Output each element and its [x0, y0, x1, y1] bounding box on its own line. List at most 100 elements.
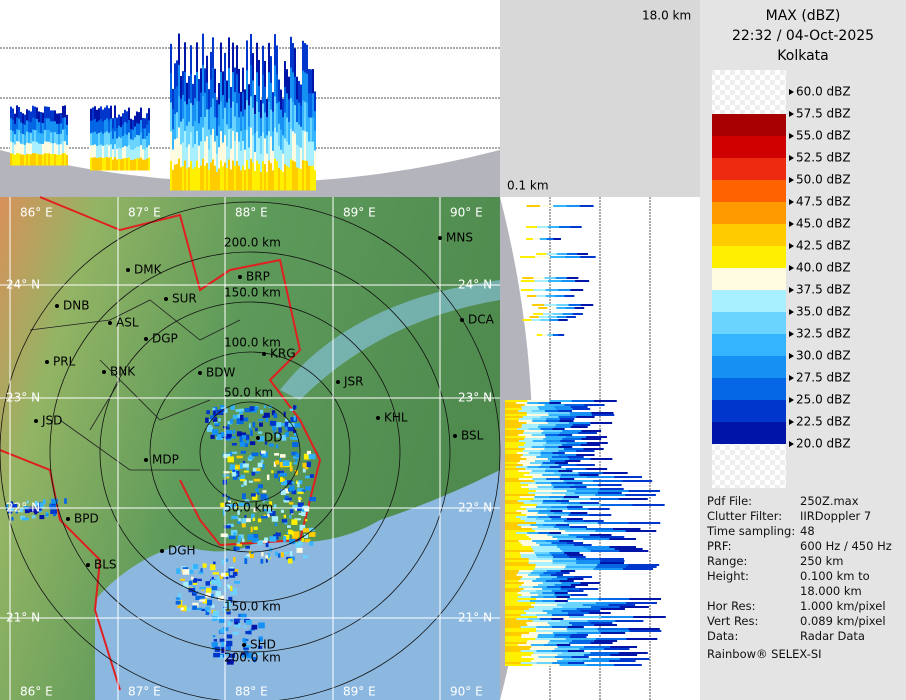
section-echo — [242, 67, 244, 93]
section-echo — [106, 157, 108, 171]
section-echo — [591, 658, 621, 660]
legend-swatch — [712, 180, 786, 202]
section-echo — [18, 107, 20, 120]
section-echo — [66, 144, 68, 156]
section-echo — [555, 424, 574, 426]
section-echo — [30, 143, 32, 155]
section-echo — [106, 144, 108, 158]
section-echo — [40, 122, 42, 134]
legend-swatch — [712, 92, 786, 114]
section-echo — [206, 82, 208, 110]
section-echo — [516, 532, 528, 534]
echo — [227, 456, 234, 463]
section-echo — [234, 67, 236, 93]
section-echo — [626, 602, 657, 604]
section-echo — [555, 408, 574, 410]
section-echo — [32, 105, 34, 119]
section-echo — [228, 159, 230, 191]
section-echo — [546, 418, 561, 420]
section-echo — [226, 80, 228, 103]
echo — [251, 624, 258, 630]
section-echo — [254, 151, 256, 172]
section-echo — [200, 165, 202, 191]
section-echo — [308, 69, 310, 94]
section-echo — [100, 157, 102, 171]
section-echo — [120, 148, 122, 160]
section-echo — [517, 572, 532, 574]
section-echo — [188, 98, 190, 123]
section-echo — [284, 61, 286, 88]
info-row: Vert Res: 0.089 km/pixel — [707, 614, 906, 629]
section-echo — [599, 562, 624, 564]
city-label: KRG — [270, 347, 296, 361]
section-echo — [272, 150, 274, 171]
echo — [269, 536, 277, 542]
section-echo — [170, 102, 172, 133]
echo — [223, 607, 230, 613]
city-label: BNK — [110, 365, 136, 379]
city-dot — [262, 352, 266, 356]
section-echo — [220, 131, 222, 162]
section-echo — [580, 444, 601, 446]
section-echo — [36, 107, 38, 120]
echo — [251, 551, 254, 555]
section-echo — [527, 516, 539, 518]
section-echo — [505, 418, 520, 420]
echo — [226, 608, 230, 614]
echo — [50, 509, 58, 515]
section-echo — [551, 554, 568, 556]
section-echo — [42, 133, 44, 145]
info-key: Clutter Filter: — [707, 509, 783, 523]
section-echo — [547, 422, 570, 424]
section-echo — [50, 110, 52, 122]
echo — [293, 405, 296, 410]
section-echo — [559, 540, 574, 542]
echo — [220, 641, 225, 648]
section-echo — [559, 432, 579, 434]
section-echo — [118, 136, 120, 149]
section-echo — [505, 600, 518, 602]
section-echo — [598, 598, 630, 600]
section-echo — [290, 98, 292, 130]
echo — [176, 568, 181, 574]
section-echo — [132, 149, 134, 161]
section-echo — [558, 470, 573, 472]
section-echo — [505, 634, 523, 636]
section-echo — [546, 253, 558, 255]
echo — [273, 413, 278, 419]
echo — [186, 607, 191, 612]
legend-tick — [789, 441, 794, 447]
section-echo — [304, 101, 306, 132]
section-echo — [262, 161, 264, 191]
section-echo — [542, 474, 562, 476]
section-echo — [308, 141, 310, 167]
echo — [246, 467, 249, 471]
city-dot — [45, 360, 49, 364]
section-echo — [570, 426, 588, 428]
section-echo — [276, 103, 278, 133]
section-echo — [590, 652, 620, 654]
section-echo — [312, 69, 314, 94]
section-echo — [521, 426, 539, 428]
section-echo — [505, 640, 528, 642]
section-echo — [522, 319, 532, 321]
section-echo — [505, 586, 520, 588]
section-echo — [196, 130, 198, 161]
section-echo — [548, 412, 571, 414]
section-echo — [575, 280, 590, 282]
section-echo — [553, 486, 571, 488]
section-echo — [561, 502, 581, 504]
section-echo — [566, 442, 588, 444]
section-echo — [306, 160, 308, 191]
section-echo — [202, 158, 204, 191]
section-echo — [527, 532, 539, 534]
section-echo — [505, 616, 538, 618]
section-echo — [236, 74, 238, 104]
section-echo — [200, 141, 202, 167]
echo — [244, 499, 250, 503]
section-echo — [240, 150, 242, 171]
section-echo — [557, 660, 584, 662]
section-echo — [567, 554, 584, 556]
section-echo — [505, 536, 530, 538]
echo — [225, 558, 228, 562]
